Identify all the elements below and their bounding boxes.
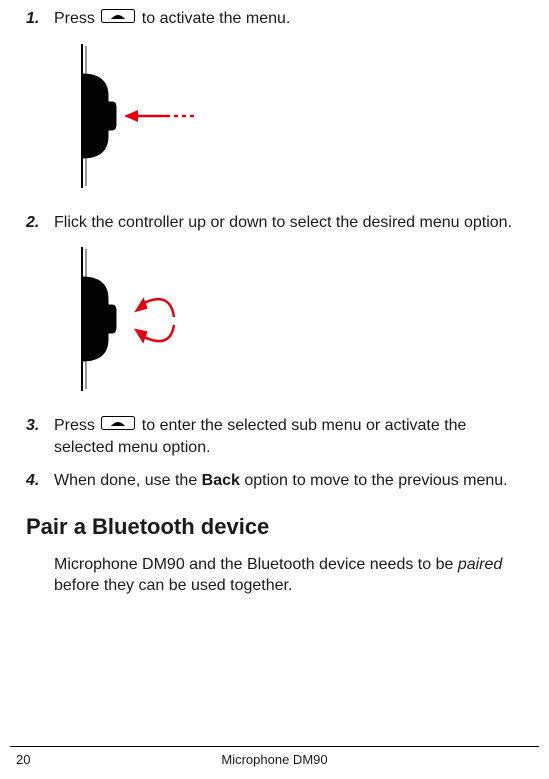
footer-spacer <box>479 751 539 769</box>
step-text: Press to enter the selected sub menu or … <box>54 415 523 458</box>
text-before: Press <box>54 10 99 27</box>
step-text: Press to activate the menu. <box>54 8 523 30</box>
step-text: When done, use the Back option to move t… <box>54 470 523 492</box>
text-after: option to move to the previous menu. <box>240 472 508 489</box>
press-button-icon <box>101 415 135 437</box>
step-number: 4. <box>26 470 54 492</box>
text-italic: paired <box>458 556 502 573</box>
section-paragraph: Microphone DM90 and the Bluetooth device… <box>54 554 523 597</box>
step-2: 2. Flick the controller up or down to se… <box>26 212 523 234</box>
text-after: to activate the menu. <box>142 10 291 27</box>
footer-title: Microphone DM90 <box>70 751 479 769</box>
step-number: 2. <box>26 212 54 234</box>
step-4: 4. When done, use the Back option to mov… <box>26 470 523 492</box>
section-heading: Pair a Bluetooth device <box>26 512 523 542</box>
step-1: 1. Press to activate the menu. <box>26 8 523 30</box>
page-content: 1. Press to activate the menu. <box>0 0 549 597</box>
text-before: Microphone DM90 and the Bluetooth device… <box>54 556 458 573</box>
text-before: When done, use the <box>54 472 202 489</box>
text-after: before they can be used together. <box>54 577 292 594</box>
step-number: 1. <box>26 8 54 30</box>
text-bold: Back <box>202 472 240 489</box>
page-number: 20 <box>10 751 70 769</box>
step-number: 3. <box>26 415 54 458</box>
page-footer: 20 Microphone DM90 <box>10 746 539 769</box>
text-before: Press <box>54 417 99 434</box>
figure-flick <box>74 247 523 391</box>
press-button-icon <box>101 8 135 30</box>
step-text: Flick the controller up or down to selec… <box>54 212 523 234</box>
step-3: 3. Press to enter the selected sub menu … <box>26 415 523 458</box>
figure-press <box>74 44 523 188</box>
